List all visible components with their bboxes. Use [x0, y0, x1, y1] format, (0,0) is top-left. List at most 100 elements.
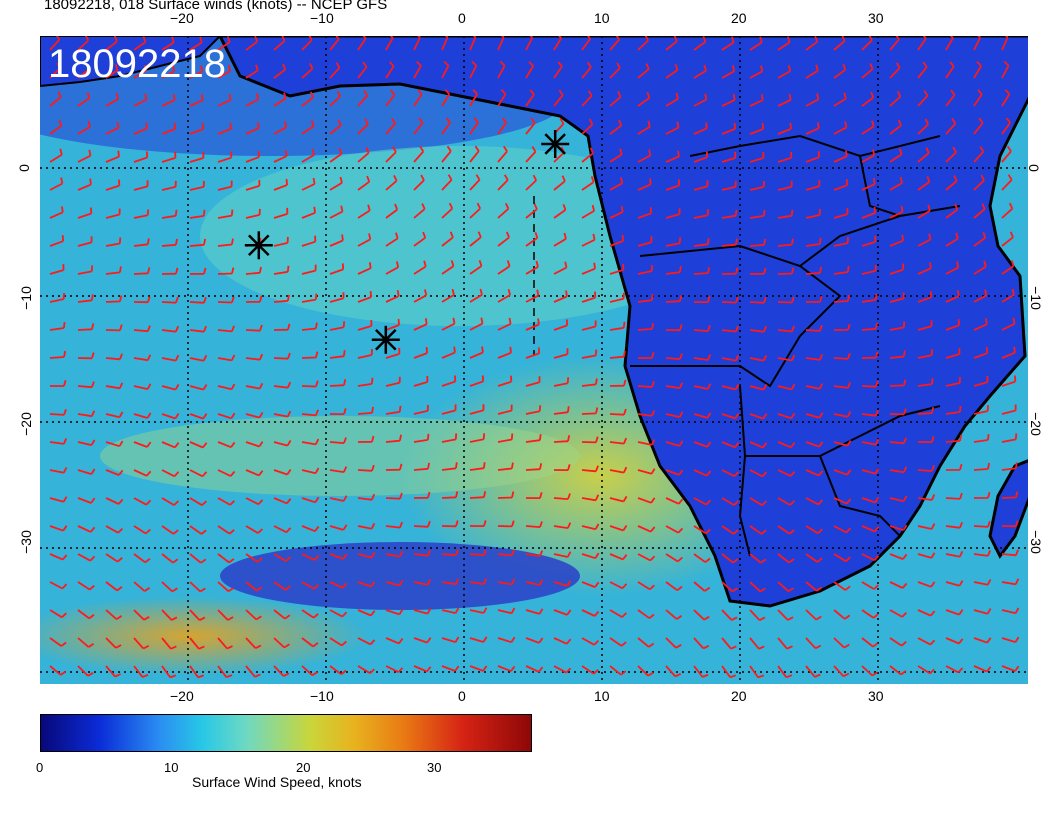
wind-barb — [1001, 260, 1015, 275]
wind-barb — [497, 288, 511, 303]
wind-barb — [833, 36, 846, 51]
wind-barb — [833, 63, 847, 79]
wind-barb — [273, 637, 290, 649]
wind-barb — [357, 406, 374, 415]
wind-barb — [217, 354, 236, 362]
wind-barb — [945, 348, 961, 359]
wind-barb — [469, 317, 484, 331]
wind-barb — [777, 609, 794, 621]
wind-barb — [805, 295, 823, 303]
wind-barb — [861, 637, 879, 648]
wind-barb — [189, 665, 205, 679]
wind-barb — [945, 637, 964, 645]
wind-barb — [945, 405, 962, 415]
wind-barb — [609, 408, 627, 416]
wind-barb — [861, 206, 876, 219]
wind-barb — [861, 235, 877, 247]
wind-barb — [973, 491, 991, 499]
wind-barb — [917, 320, 933, 331]
wind-barb — [721, 93, 736, 107]
wind-barb — [329, 234, 344, 247]
wind-barb — [665, 150, 680, 163]
wind-barb — [385, 61, 395, 79]
wind-barb — [357, 493, 376, 501]
wind-barb — [273, 381, 292, 389]
wind-barb — [245, 36, 259, 51]
wind-barb — [77, 525, 96, 533]
wind-barb — [581, 320, 597, 331]
wind-barbs — [49, 36, 1020, 679]
wind-barb — [105, 64, 119, 79]
wind-barb — [693, 637, 710, 650]
wind-barb — [581, 118, 594, 135]
wind-barb — [49, 321, 66, 331]
wind-barb — [329, 379, 347, 387]
wind-barb — [385, 290, 400, 303]
wind-barb — [357, 522, 376, 530]
wind-barb — [609, 91, 622, 107]
wind-barb — [1001, 117, 1011, 135]
wind-barb — [133, 296, 151, 304]
wind-barb — [637, 525, 656, 533]
wind-barb — [105, 609, 123, 620]
wind-barb — [49, 177, 64, 191]
lat-tick-right: −10 — [1027, 286, 1044, 310]
wind-barb — [721, 383, 740, 391]
wind-barb — [413, 375, 429, 387]
wind-barb — [917, 36, 927, 51]
wind-barb — [833, 323, 851, 331]
wind-barb — [553, 637, 572, 645]
wind-barb — [637, 178, 652, 191]
wind-barb — [693, 122, 708, 135]
wind-barb — [301, 665, 318, 677]
wind-barb — [329, 466, 348, 473]
wind-barb — [833, 553, 851, 563]
wind-barb — [77, 581, 95, 591]
wind-barb — [329, 581, 348, 589]
storm-marker — [371, 325, 400, 354]
wind-barb — [357, 291, 372, 303]
wind-barb — [301, 581, 320, 590]
wind-barb — [441, 404, 457, 415]
wind-barb — [49, 36, 61, 51]
wind-barb — [637, 609, 655, 619]
wind-barb — [273, 352, 291, 360]
wind-barb — [693, 553, 711, 563]
wind-barb — [945, 146, 957, 163]
wind-barb — [77, 352, 95, 360]
wind-barb — [469, 288, 483, 303]
wind-barb — [441, 375, 457, 387]
wind-barb — [441, 636, 460, 643]
wind-barb — [357, 552, 376, 559]
wind-barb — [385, 665, 404, 674]
wind-barb — [497, 665, 516, 672]
wind-barb — [945, 463, 963, 471]
wind-barb — [973, 36, 982, 51]
wind-barb — [665, 665, 682, 678]
wind-barb — [385, 36, 394, 51]
wind-barb — [189, 94, 204, 107]
wind-barb — [245, 469, 264, 477]
wind-barb — [217, 497, 236, 506]
wind-barb — [693, 497, 712, 506]
wind-barb — [805, 553, 823, 563]
wind-barb — [581, 176, 595, 191]
wind-barb — [189, 609, 206, 621]
wind-barb — [637, 36, 649, 51]
wind-barb — [609, 553, 628, 561]
wind-barb — [105, 208, 121, 219]
wind-barb — [77, 149, 92, 163]
wind-barb — [553, 435, 571, 443]
wind-barb — [889, 234, 904, 247]
wind-barb — [525, 231, 539, 247]
wind-barb — [721, 151, 737, 163]
wind-barb — [665, 92, 679, 107]
wind-barb — [441, 89, 451, 107]
wind-barb — [889, 495, 908, 503]
colorbar-tick: 30 — [427, 760, 442, 775]
wind-barb — [301, 36, 313, 51]
wind-barb — [609, 350, 626, 359]
wind-barb — [245, 295, 263, 303]
wind-barb — [665, 208, 681, 219]
lon-tick-bottom: −10 — [310, 688, 334, 704]
